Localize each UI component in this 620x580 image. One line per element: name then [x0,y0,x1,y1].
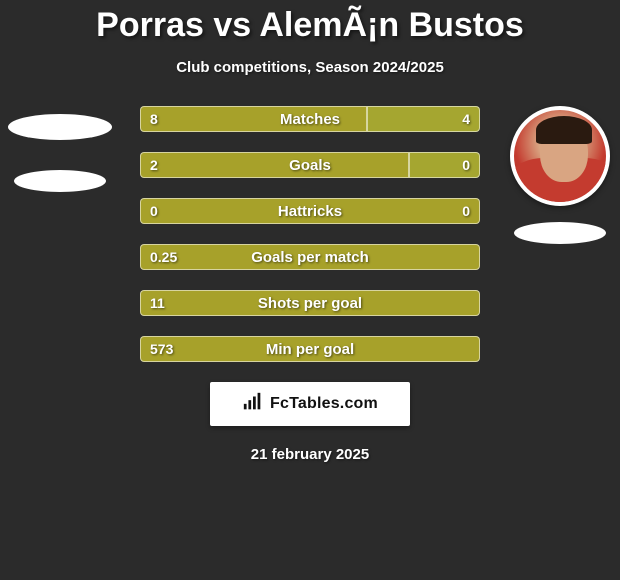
stat-row: 573Min per goal [140,336,480,362]
stat-row: 0Hattricks0 [140,198,480,224]
infographic-root: Porras vs AlemÃ¡n Bustos Club competitio… [0,0,620,580]
bar-fill-left [140,152,409,178]
bar-fill-right [367,106,480,132]
bar-fill-left [140,106,367,132]
left-player-column [0,106,120,192]
subtitle: Club competitions, Season 2024/2025 [0,59,620,76]
stat-row: 11Shots per goal [140,290,480,316]
bar-fill [140,244,480,270]
stats-stage: 8Matches4 2Goals0 0Hattricks0 0.25Goals per… [0,106,620,376]
flag-placeholder-icon [14,170,106,192]
bar-fill [140,336,480,362]
page-title: Porras vs AlemÃ¡n Bustos [0,0,620,45]
stat-row: 8Matches4 [140,106,480,132]
brand-name: FcTables.com [270,395,378,413]
bar-fill [140,198,480,224]
player-avatar [510,106,610,206]
avatar-placeholder-icon [8,114,112,140]
chart-logo-icon [242,391,264,418]
stat-row: 0.25Goals per match [140,244,480,270]
brand-badge: FcTables.com [210,382,410,426]
flag-placeholder-icon [514,222,606,244]
date-text: 21 february 2025 [0,446,620,463]
bar-fill [140,290,480,316]
comparison-bars: 8Matches4 2Goals0 0Hattricks0 0.25Goals per… [140,106,480,382]
stat-row: 2Goals0 [140,152,480,178]
bar-fill-right [409,152,480,178]
right-player-column [500,106,620,244]
